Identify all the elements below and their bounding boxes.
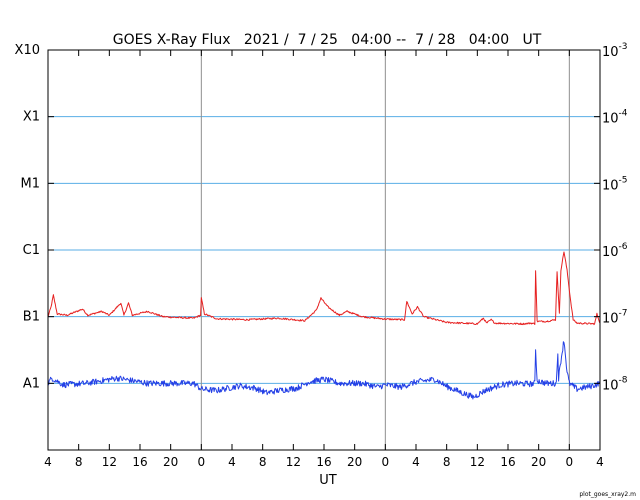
left-tick-label-1: X1 [23,110,40,125]
right-tick-exponent-4: -7 [619,309,628,319]
x-tick-label-14: 12 [470,455,485,469]
x-tick-label-9: 16 [316,455,331,469]
x-tick-label-7: 8 [259,455,267,469]
x-tick-label-6: 4 [228,455,236,469]
x-tick-label-0: 4 [44,455,52,469]
x-tick-label-15: 16 [500,455,515,469]
left-tick-label-0: X10 [15,43,40,58]
x-tick-label-10: 20 [347,455,362,469]
x-tick-label-16: 20 [531,455,546,469]
right-tick-exponent-5: -8 [619,375,628,385]
x-tick-label-11: 0 [382,455,390,469]
left-tick-label-2: M1 [21,176,41,191]
x-tick-label-12: 4 [412,455,420,469]
left-tick-label-3: C1 [23,243,40,258]
x-tick-label-13: 8 [443,455,451,469]
series-line-0 [47,251,601,326]
x-tick-label-5: 0 [198,455,206,469]
x-tick-label-3: 16 [132,455,147,469]
plot-credit: plot_goes_xray2.m [579,491,636,498]
x-axis-label: UT [319,473,337,488]
x-tick-label-1: 8 [75,455,83,469]
series-line-1 [47,341,601,400]
x-tick-label-8: 12 [286,455,301,469]
flux-series [47,251,601,400]
chart-title: GOES X-Ray Flux 2021 / 7 / 25 04:00 -- 7… [113,32,542,48]
x-tick-label-4: 20 [163,455,178,469]
right-tick-exponent-2: -5 [619,175,628,185]
left-tick-label-5: A1 [23,376,40,391]
x-tick-label-18: 4 [596,455,604,469]
grid-lines [48,116,600,384]
x-tick-label-2: 12 [102,455,117,469]
right-tick-exponent-1: -4 [619,109,628,119]
right-tick-exponent-3: -6 [619,242,628,252]
x-tick-label-17: 0 [566,455,574,469]
left-tick-label-4: B1 [23,310,40,325]
right-tick-exponent-0: -3 [619,42,628,52]
